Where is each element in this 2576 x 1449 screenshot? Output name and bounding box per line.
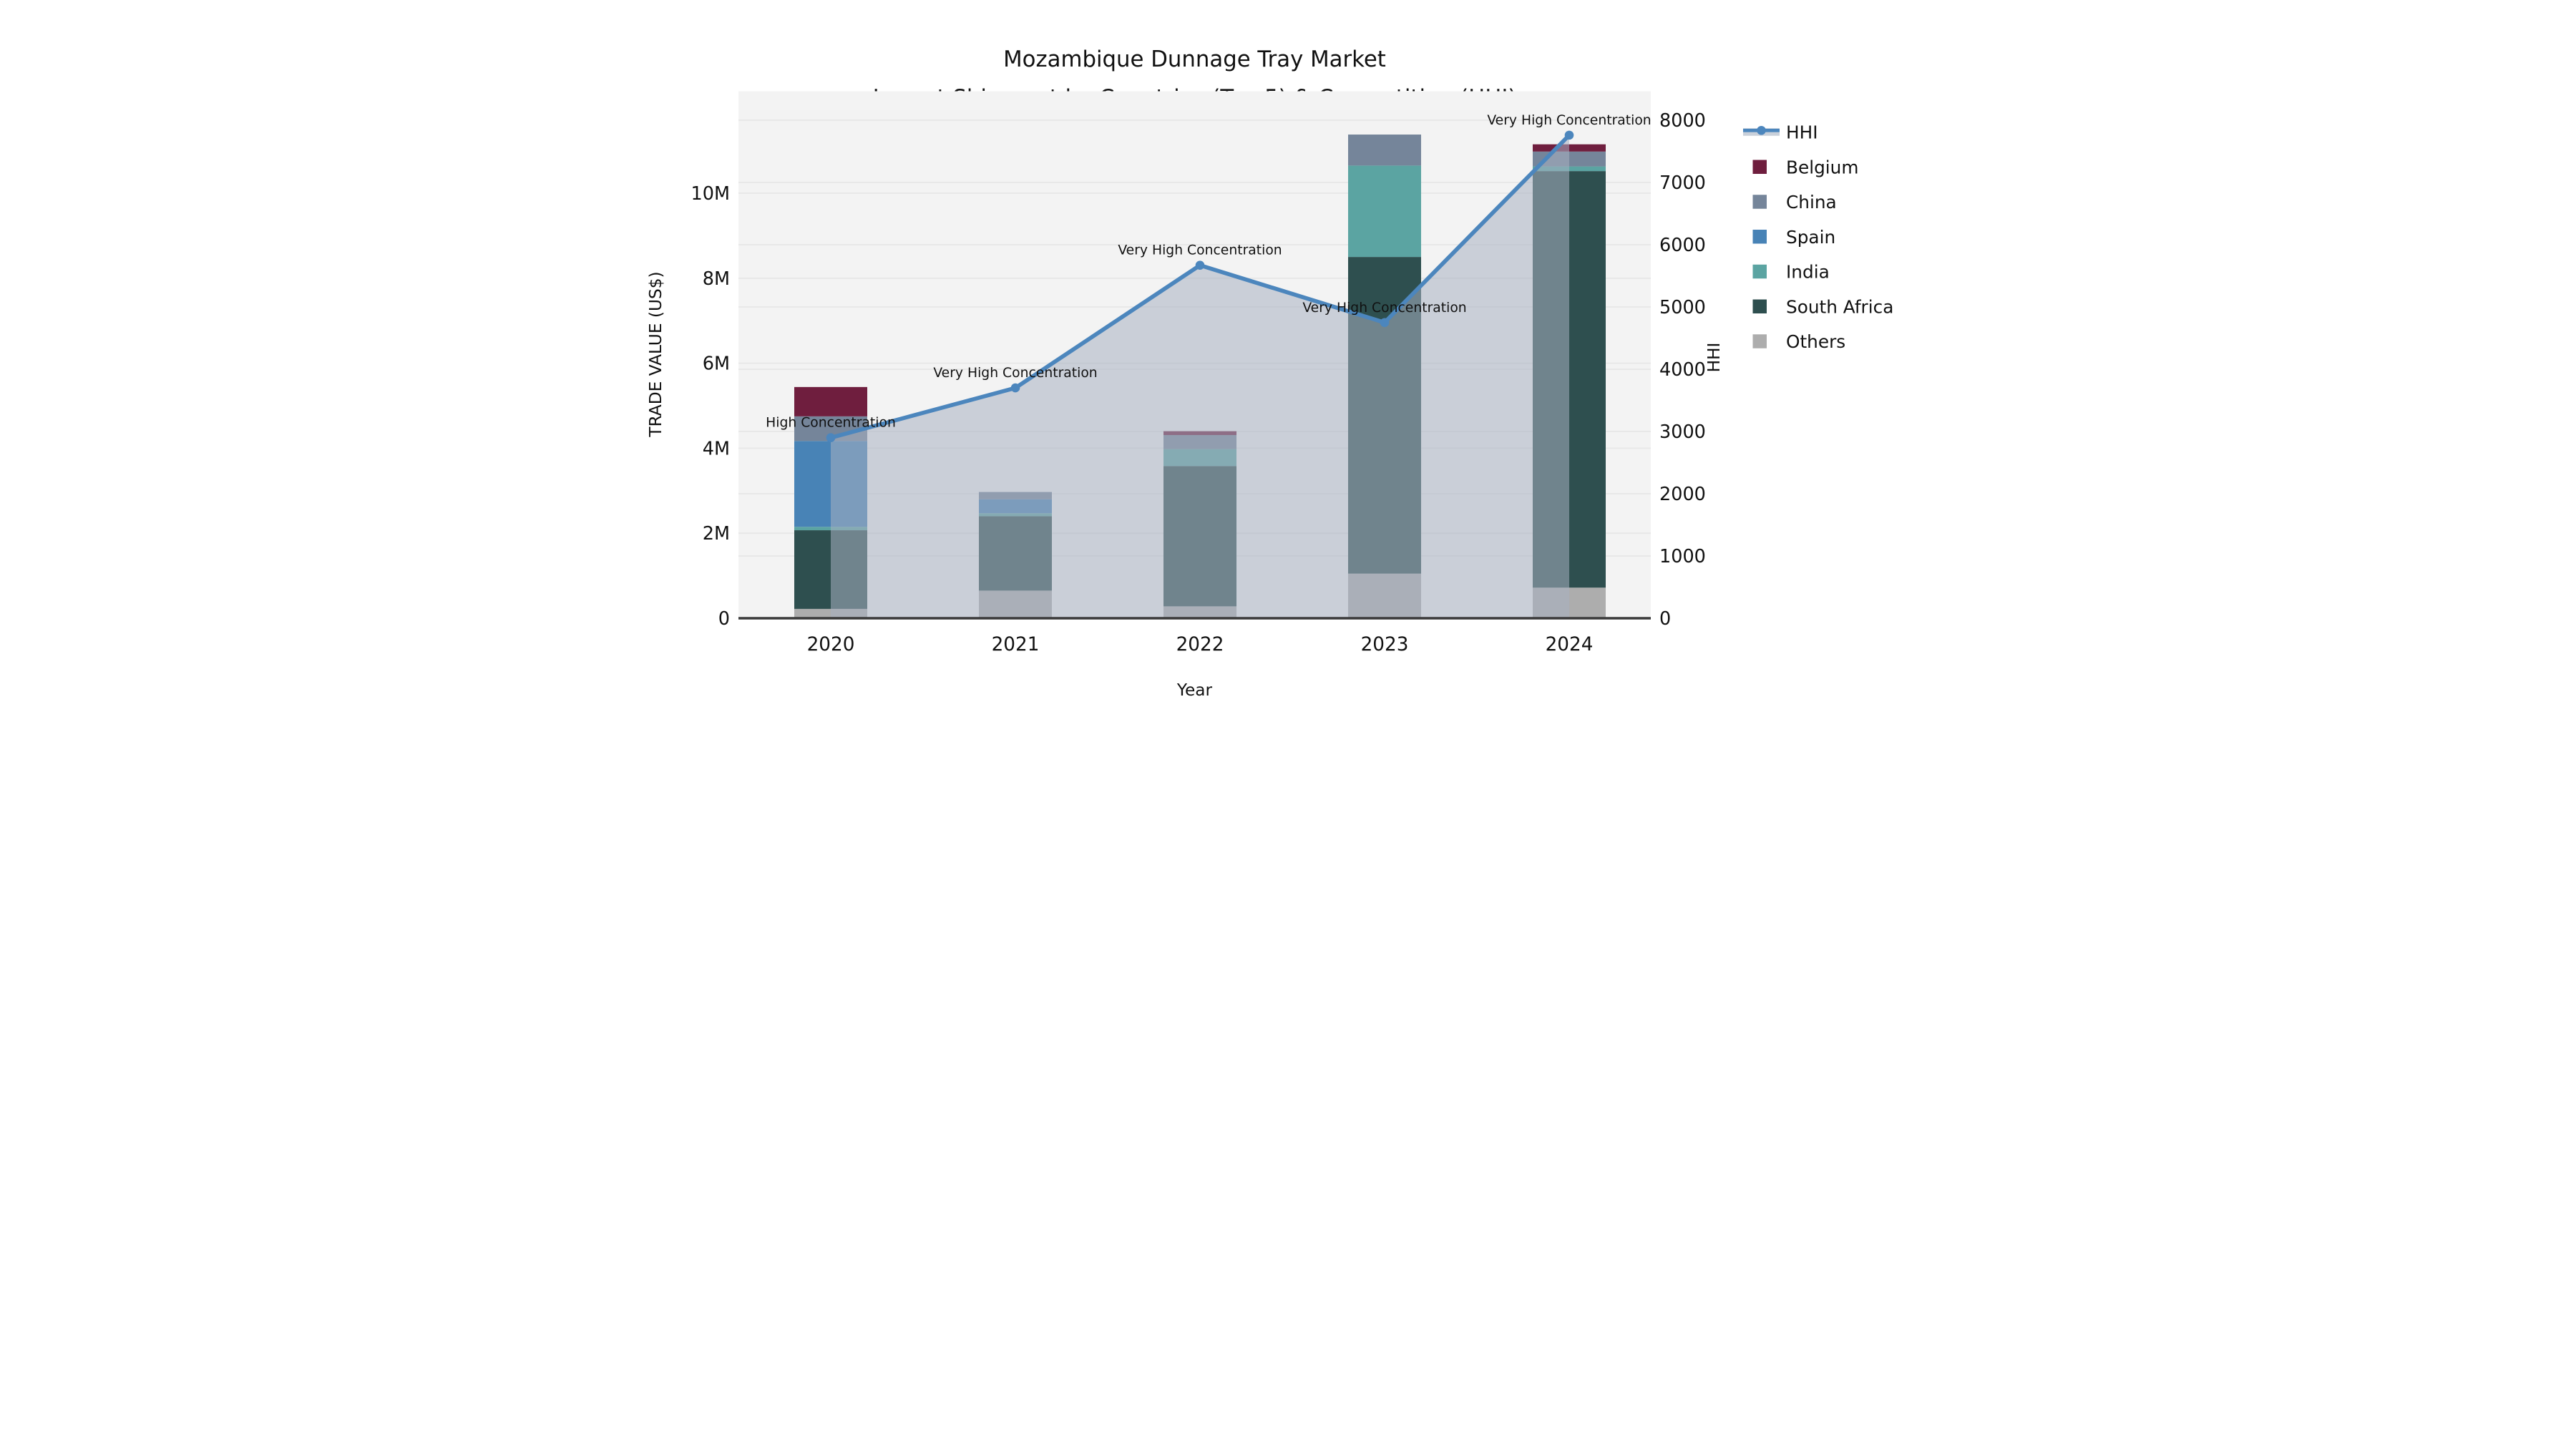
x-tick-2022: 2022 (1176, 634, 1224, 655)
legend-hhi-marker-icon (1757, 125, 1766, 135)
combo-chart: Mozambique Dunnage Tray Market Import Sh… (644, 0, 1932, 725)
legend-item-china[interactable]: China (1752, 192, 1837, 213)
annotation-2024: Very High Concentration (1487, 113, 1651, 128)
right-tick-6000: 6000 (1659, 235, 1706, 256)
annotation-2022: Very High Concentration (1118, 243, 1282, 258)
annotation-2023: Very High Concentration (1302, 301, 1466, 316)
annotation-2021: Very High Concentration (933, 366, 1097, 381)
legend-label: Spain (1786, 227, 1835, 248)
right-tick-8000: 8000 (1659, 110, 1706, 132)
right-axis-title: HHI (1704, 343, 1724, 373)
x-axis-title: Year (1176, 680, 1213, 700)
legend-label: Others (1786, 331, 1845, 352)
hhi-marker-2021 (1010, 383, 1020, 393)
x-tick-2024: 2024 (1546, 634, 1594, 655)
legend-item-belgium[interactable]: Belgium (1752, 157, 1859, 177)
legend-item-spain[interactable]: Spain (1752, 227, 1836, 248)
x-tick-2021: 2021 (992, 634, 1040, 655)
legend-item-india[interactable]: India (1752, 262, 1830, 283)
x-tick-2023: 2023 (1361, 634, 1409, 655)
hhi-area-fill (831, 135, 1569, 618)
left-tick-10M: 10M (691, 183, 730, 205)
left-tick-4M: 4M (703, 438, 730, 459)
annotation-2020: High Concentration (766, 416, 896, 431)
legend-swatch-south-africa (1752, 299, 1767, 313)
right-tick-0: 0 (1659, 608, 1671, 630)
legend-item-hhi[interactable]: HHI (1743, 122, 1818, 143)
left-tick-2M: 2M (703, 523, 730, 545)
legend-label: China (1786, 192, 1837, 213)
right-tick-2000: 2000 (1659, 484, 1706, 505)
chart-container: Mozambique Dunnage Tray Market Import Sh… (644, 0, 1932, 725)
left-tick-0: 0 (718, 608, 730, 630)
right-tick-5000: 5000 (1659, 297, 1706, 318)
legend-swatch-spain (1752, 230, 1767, 244)
bar-segment-india-2023 (1348, 165, 1421, 258)
bar-segment-china-2023 (1348, 135, 1421, 166)
legend-label: HHI (1786, 122, 1818, 143)
chart-title-line1: Mozambique Dunnage Tray Market (1003, 47, 1386, 72)
left-tick-6M: 6M (703, 353, 730, 375)
left-axis-title: TRADE VALUE (US$) (646, 271, 665, 437)
right-tick-7000: 7000 (1659, 172, 1706, 194)
legend-swatch-china (1752, 195, 1767, 209)
legend-item-south-africa[interactable]: South Africa (1752, 296, 1894, 317)
legend-label: India (1786, 262, 1830, 283)
legend-swatch-belgium (1752, 160, 1767, 174)
legend-swatch-others (1752, 334, 1767, 348)
hhi-marker-2023 (1380, 318, 1390, 328)
legend-label: Belgium (1786, 157, 1858, 177)
legend-swatch-india (1752, 264, 1767, 279)
left-tick-8M: 8M (703, 268, 730, 290)
x-tick-2020: 2020 (807, 634, 855, 655)
right-tick-1000: 1000 (1659, 546, 1706, 567)
legend-label: South Africa (1786, 296, 1893, 317)
hhi-marker-2024 (1564, 130, 1574, 140)
hhi-marker-2022 (1195, 260, 1205, 270)
bar-segment-belgium-2020 (794, 386, 867, 416)
right-tick-4000: 4000 (1659, 359, 1706, 381)
right-tick-3000: 3000 (1659, 421, 1706, 443)
legend-item-others[interactable]: Others (1752, 331, 1846, 352)
hhi-marker-2020 (826, 433, 836, 442)
